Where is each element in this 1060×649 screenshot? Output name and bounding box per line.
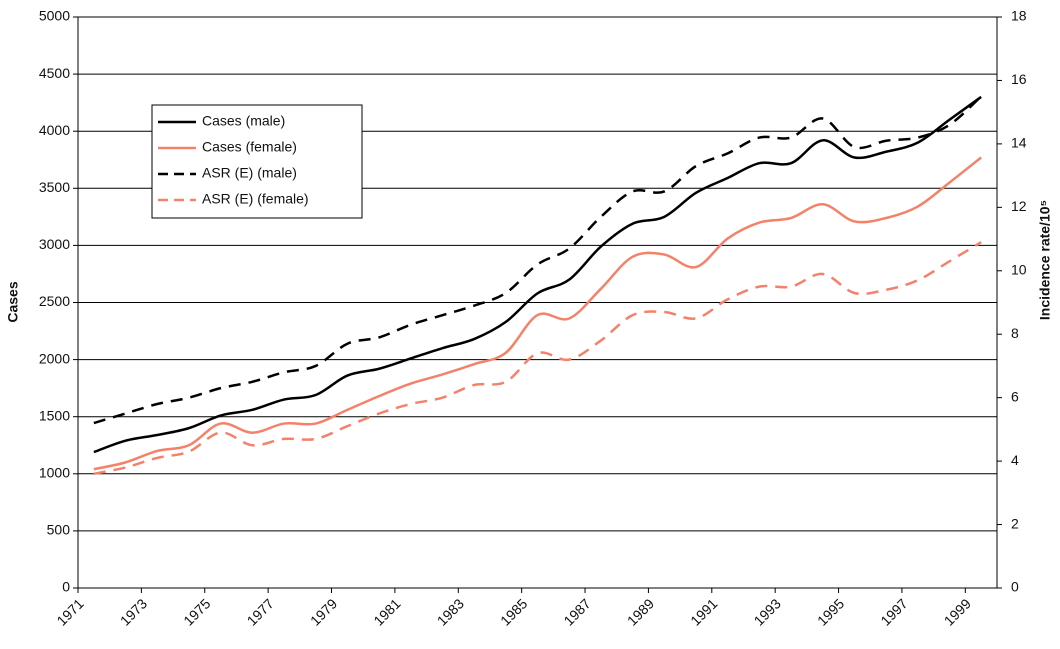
x-tick-label: 1971 — [53, 595, 86, 628]
y-tick-label: 2500 — [39, 293, 70, 309]
x-tick-label: 1995 — [814, 595, 847, 628]
series-line — [93, 95, 982, 454]
y2-tick-label: 4 — [1011, 452, 1019, 468]
y2-tick-label: 16 — [1011, 71, 1027, 87]
legend-label: ASR (E) (female) — [202, 191, 309, 207]
y-tick-label: 0 — [62, 579, 70, 595]
x-tick-label: 1987 — [560, 595, 593, 628]
series-line — [93, 241, 982, 476]
y-tick-label: 3500 — [39, 179, 70, 195]
y-tick-label: 1000 — [39, 465, 70, 481]
y2-tick-label: 18 — [1011, 8, 1027, 24]
y-tick-label: 2000 — [39, 350, 70, 366]
y-tick-label: 1500 — [39, 407, 70, 423]
y2-tick-label: 0 — [1011, 579, 1019, 595]
x-tick-label: 1983 — [434, 595, 467, 628]
y2-tick-label: 6 — [1011, 388, 1019, 404]
y-tick-label: 4500 — [39, 65, 70, 81]
x-tick-label: 1997 — [877, 595, 910, 628]
y-axis-title: Cases — [5, 281, 21, 322]
series-line — [93, 156, 982, 471]
y2-axis-title: Incidence rate/10⁵ — [1037, 200, 1053, 320]
y2-tick-label: 12 — [1011, 198, 1027, 214]
y-tick-label: 4000 — [39, 122, 70, 138]
x-tick-label: 1979 — [307, 595, 340, 628]
series-line — [93, 95, 982, 425]
x-tick-label: 1985 — [497, 595, 530, 628]
legend-label: Cases (female) — [202, 139, 297, 155]
y-tick-label: 3000 — [39, 236, 70, 252]
x-tick-label: 1977 — [244, 595, 277, 628]
x-tick-label: 1999 — [941, 595, 974, 628]
x-tick-label: 1993 — [751, 595, 784, 628]
y2-tick-label: 8 — [1011, 325, 1019, 341]
x-tick-label: 1973 — [117, 595, 150, 628]
y2-tick-label: 10 — [1011, 261, 1027, 277]
x-tick-label: 1981 — [370, 595, 403, 628]
y-tick-label: 500 — [47, 522, 71, 538]
legend-label: Cases (male) — [202, 113, 285, 129]
y2-tick-label: 2 — [1011, 515, 1019, 531]
legend-label: ASR (E) (male) — [202, 165, 297, 181]
legend-box — [151, 104, 363, 219]
y-tick-label: 5000 — [39, 8, 70, 24]
x-tick-label: 1975 — [180, 595, 213, 628]
x-tick-label: 1989 — [624, 595, 657, 628]
y2-tick-label: 14 — [1011, 135, 1027, 151]
x-tick-label: 1991 — [687, 595, 720, 628]
